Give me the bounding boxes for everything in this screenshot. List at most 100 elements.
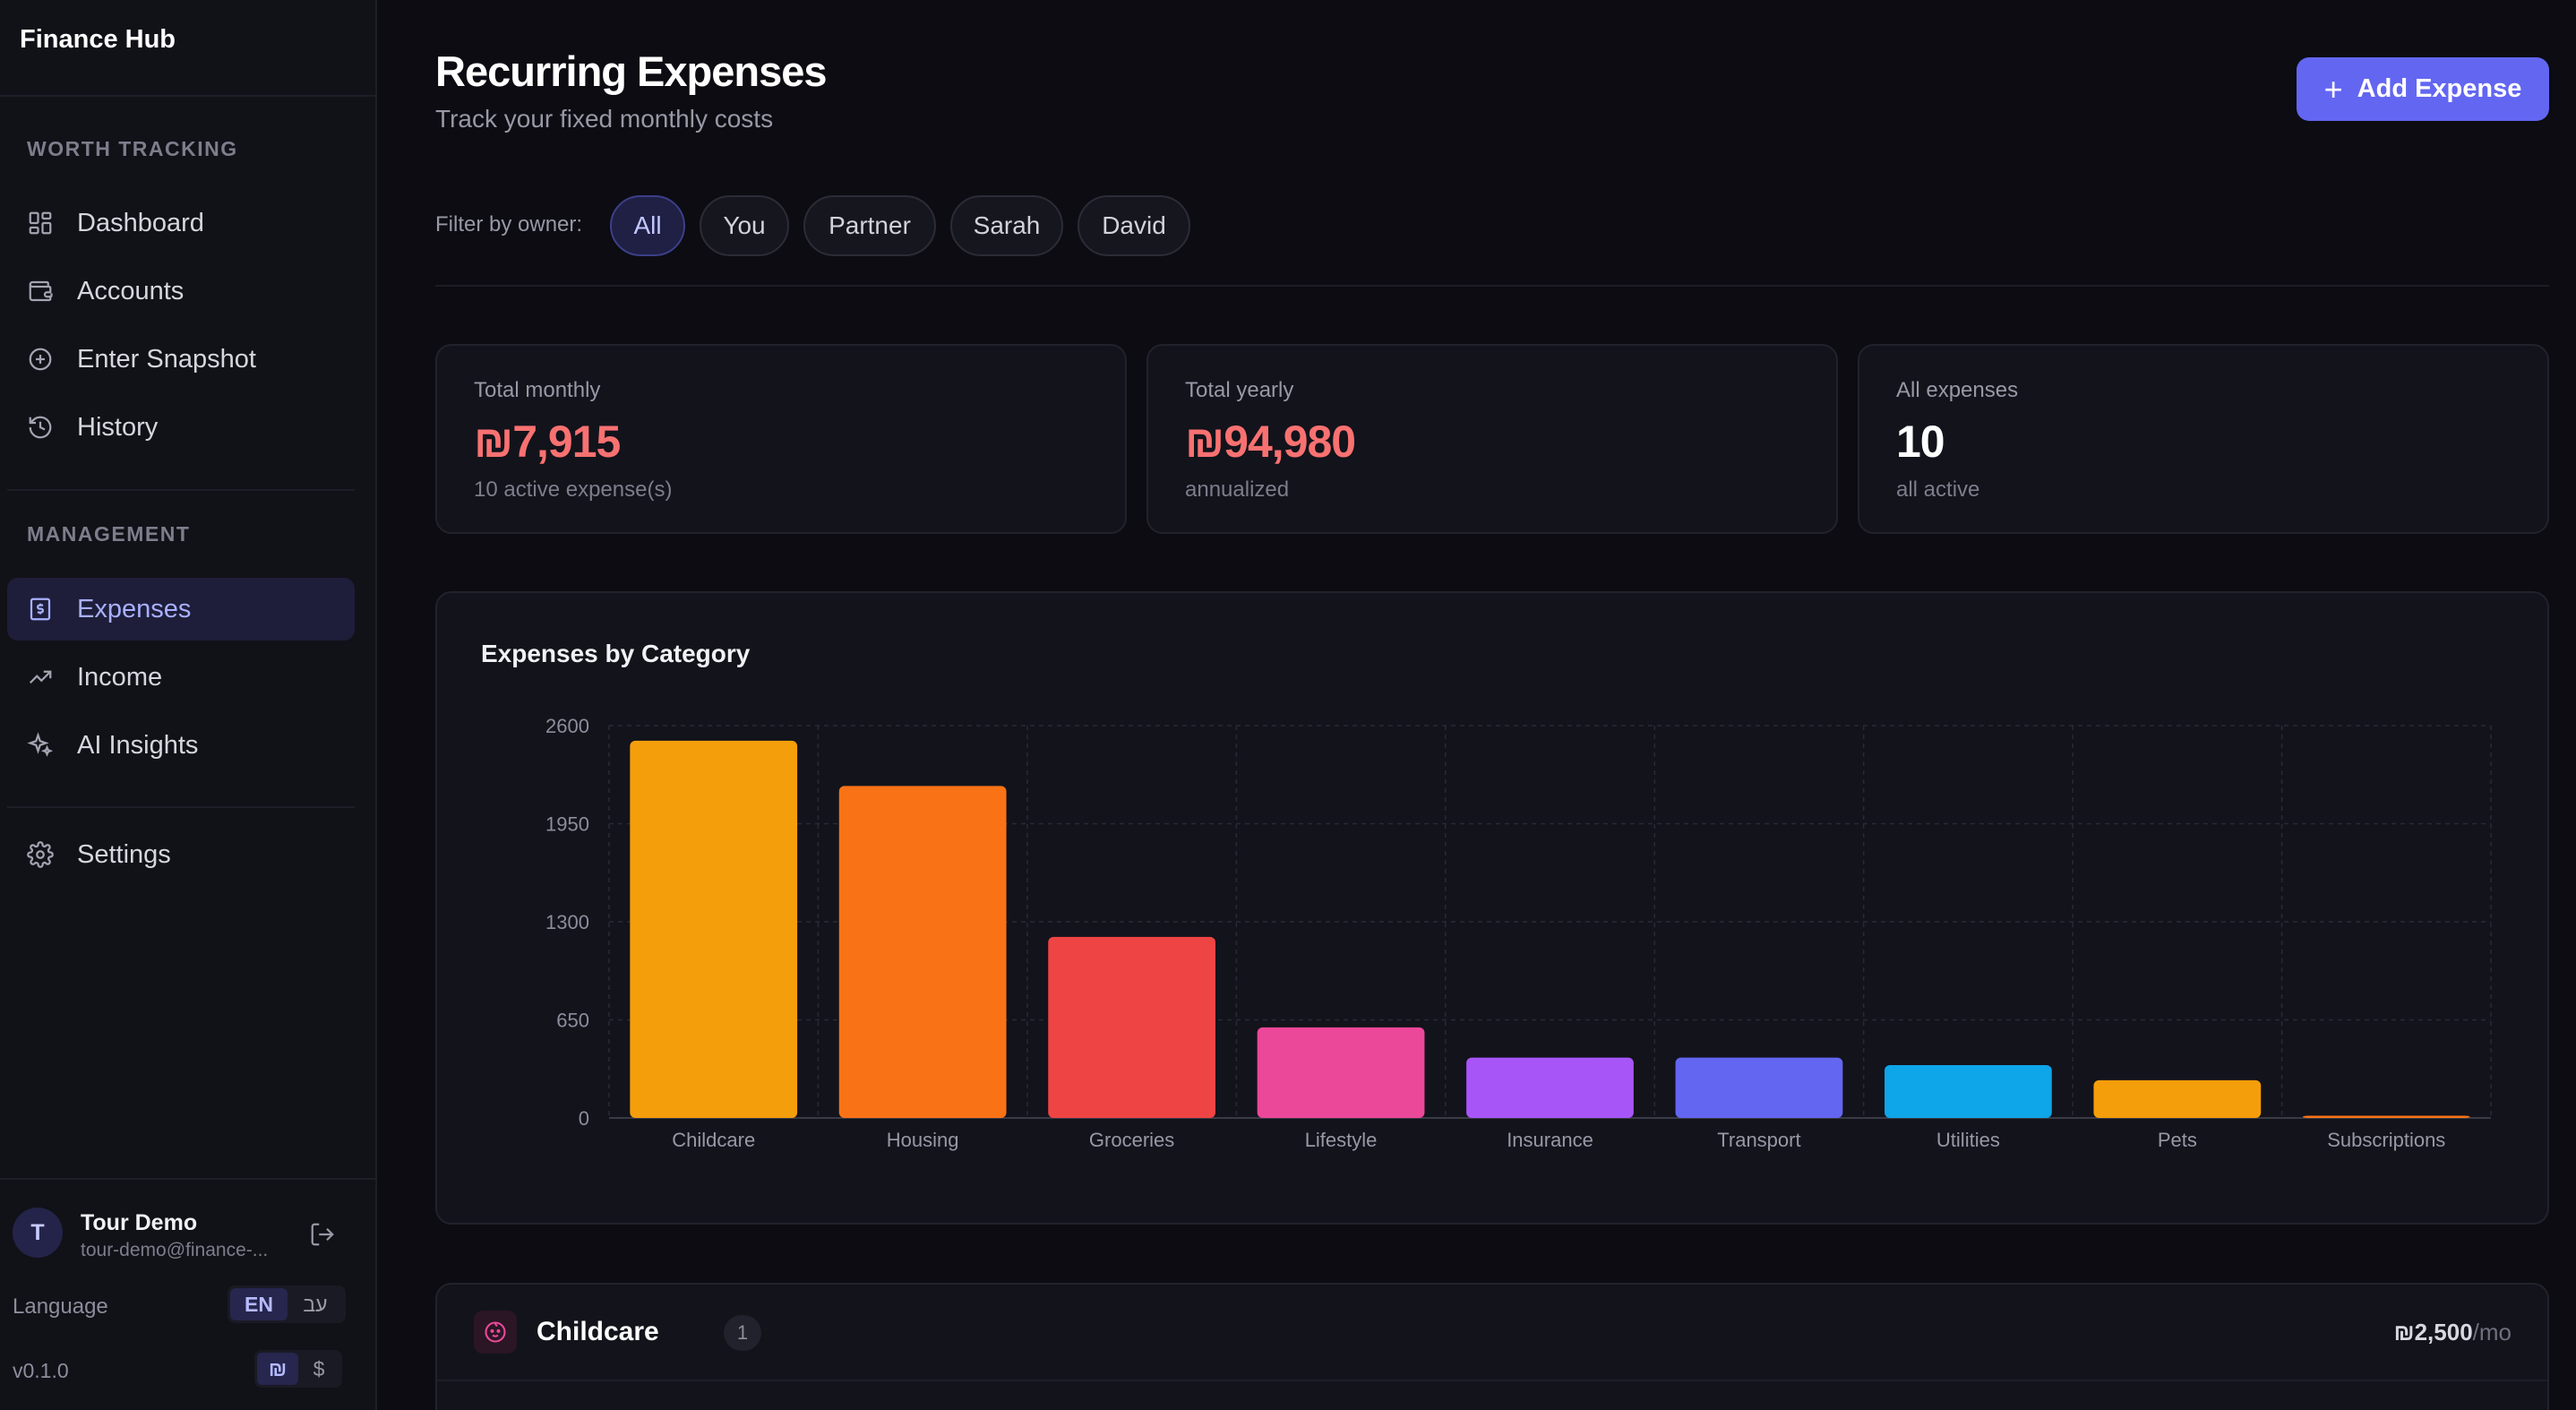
- x-tick-label: Insurance: [1507, 1129, 1593, 1151]
- stat-label: Total monthly: [474, 378, 601, 402]
- receipt-dollar-icon: [30, 598, 51, 621]
- bar-transport: [1675, 1057, 1843, 1118]
- sidebar-divider: [7, 489, 355, 491]
- sidebar-item-label: Accounts: [77, 276, 185, 305]
- bar-subscriptions: [2302, 1115, 2470, 1118]
- group-name: Childcare: [537, 1317, 659, 1346]
- filter-chip-david[interactable]: David: [1078, 195, 1190, 256]
- section-label-management: MANAGEMENT: [27, 522, 191, 546]
- sidebar-item-dashboard[interactable]: Dashboard: [7, 192, 355, 254]
- baby-icon: [474, 1311, 517, 1354]
- currency-toggle: ₪ $: [254, 1350, 342, 1388]
- filter-chip-partner[interactable]: Partner: [803, 195, 936, 256]
- y-tick-label: 2600: [545, 715, 589, 737]
- group-count-badge: 1: [724, 1315, 761, 1351]
- x-tick-label: Pets: [2158, 1129, 2197, 1151]
- y-tick-label: 650: [556, 1010, 589, 1032]
- currency-option-usd[interactable]: $: [313, 1356, 325, 1380]
- sidebar-item-history[interactable]: History: [7, 396, 355, 459]
- app-title: Finance Hub: [0, 0, 375, 97]
- group-amount-period: /mo: [2472, 1319, 2512, 1346]
- section-divider: [435, 285, 2549, 287]
- bar-pets: [2093, 1079, 2262, 1118]
- currency-option-ils[interactable]: ₪: [257, 1353, 298, 1385]
- x-tick-label: Utilities: [1936, 1129, 2000, 1151]
- x-tick-label: Housing: [887, 1129, 959, 1151]
- x-tick-label: Lifestyle: [1305, 1129, 1378, 1151]
- stat-card-total-monthly: Total monthly ₪7,915 10 active expense(s…: [435, 344, 1127, 534]
- page-title: Recurring Expenses: [435, 47, 828, 95]
- bar-lifestyle: [1257, 1027, 1425, 1118]
- group-amount-value: ₪2,500: [2393, 1319, 2473, 1346]
- y-tick-label: 1950: [545, 813, 589, 836]
- stat-note: 10 active expense(s): [474, 477, 673, 502]
- trending-up-icon: [29, 670, 52, 684]
- sidebar-item-ai-insights[interactable]: AI Insights: [7, 714, 355, 777]
- sidebar-item-enter-snapshot[interactable]: Enter Snapshot: [7, 328, 355, 391]
- x-tick-label: Transport: [1717, 1129, 1800, 1151]
- wallet-icon: [29, 280, 53, 302]
- filter-chip-all[interactable]: All: [610, 195, 685, 256]
- plus-icon: +: [2323, 70, 2343, 107]
- dashboard-icon: [29, 211, 52, 235]
- sidebar-item-label: Enter Snapshot: [77, 344, 256, 374]
- sidebar-item-accounts[interactable]: Accounts: [7, 260, 355, 322]
- expenses-chart-card: Expenses by Category 0 650 1300 1950 2600 Chi…: [435, 591, 2549, 1225]
- sidebar-item-label: History: [77, 412, 159, 442]
- category-group-childcare[interactable]: Childcare 1 ₪2,500/mo: [435, 1283, 2549, 1410]
- stat-card-all-expenses: All expenses 10 all active: [1858, 344, 2549, 534]
- sidebar-item-income[interactable]: Income: [7, 646, 355, 709]
- x-tick-label: Childcare: [672, 1129, 755, 1151]
- expenses-bar-chart: 0 650 1300 1950 2600 Childcare Housing Grocerie…: [545, 715, 2492, 1151]
- stat-label: All expenses: [1896, 378, 2019, 402]
- bar-insurance: [1466, 1057, 1634, 1118]
- sidebar: Finance Hub WORTH TRACKING Dashboard Acc…: [0, 0, 377, 1410]
- app-version: v0.1.0: [13, 1359, 69, 1382]
- user-block: T Tour Demo tour-demo@finance-... Langua…: [0, 1178, 375, 1410]
- language-label: Language: [13, 1294, 108, 1319]
- language-option-en[interactable]: EN: [230, 1288, 288, 1320]
- group-divider: [437, 1380, 2547, 1381]
- filter-chip-you[interactable]: You: [700, 195, 789, 256]
- sidebar-item-label: Expenses: [77, 594, 192, 623]
- sparkles-icon: [27, 732, 54, 757]
- stat-value: ₪7,915: [474, 417, 621, 467]
- add-expense-label: Add Expense: [2357, 74, 2522, 103]
- sidebar-item-label: Settings: [77, 839, 171, 869]
- language-toggle: EN עב: [228, 1285, 346, 1323]
- language-option-he[interactable]: עב: [303, 1292, 328, 1316]
- bar-groceries: [1048, 936, 1215, 1118]
- sidebar-divider: [7, 806, 355, 808]
- history-icon: [29, 416, 52, 439]
- group-amount: ₪2,500/mo: [2394, 1319, 2512, 1346]
- sidebar-item-label: Income: [77, 662, 163, 692]
- stat-note: all active: [1896, 477, 1980, 502]
- sidebar-item-settings[interactable]: Settings: [7, 823, 355, 886]
- sidebar-item-label: Dashboard: [77, 208, 204, 237]
- chart-title: Expenses by Category: [481, 640, 751, 667]
- sidebar-item-expenses[interactable]: Expenses: [7, 578, 355, 641]
- avatar[interactable]: T: [13, 1208, 63, 1258]
- add-expense-button[interactable]: + Add Expense: [2297, 57, 2549, 121]
- stat-card-total-yearly: Total yearly ₪94,980 annualized: [1146, 344, 1838, 534]
- sidebar-item-label: AI Insights: [77, 730, 199, 760]
- stat-value: 10: [1896, 417, 1945, 467]
- bar-utilities: [1885, 1065, 2052, 1118]
- bar-childcare: [630, 740, 798, 1118]
- logout-icon[interactable]: [309, 1221, 336, 1248]
- filter-chip-sarah[interactable]: Sarah: [950, 195, 1063, 256]
- y-tick-label: 0: [579, 1107, 589, 1130]
- page-subtitle: Track your fixed monthly costs: [435, 105, 774, 133]
- user-name: Tour Demo: [81, 1210, 198, 1235]
- stat-value: ₪94,980: [1185, 417, 1356, 467]
- bar-housing: [838, 786, 1007, 1118]
- main-content: Recurring Expenses Track your fixed mont…: [377, 0, 2576, 1410]
- stat-label: Total yearly: [1185, 378, 1294, 402]
- stat-note: annualized: [1185, 477, 1290, 502]
- x-tick-label: Groceries: [1089, 1129, 1174, 1151]
- gear-icon: [27, 841, 54, 868]
- plus-circle-icon: [29, 348, 52, 371]
- filter-label: Filter by owner:: [435, 212, 583, 236]
- y-tick-label: 1300: [545, 911, 589, 933]
- section-label-worth-tracking: WORTH TRACKING: [27, 137, 238, 160]
